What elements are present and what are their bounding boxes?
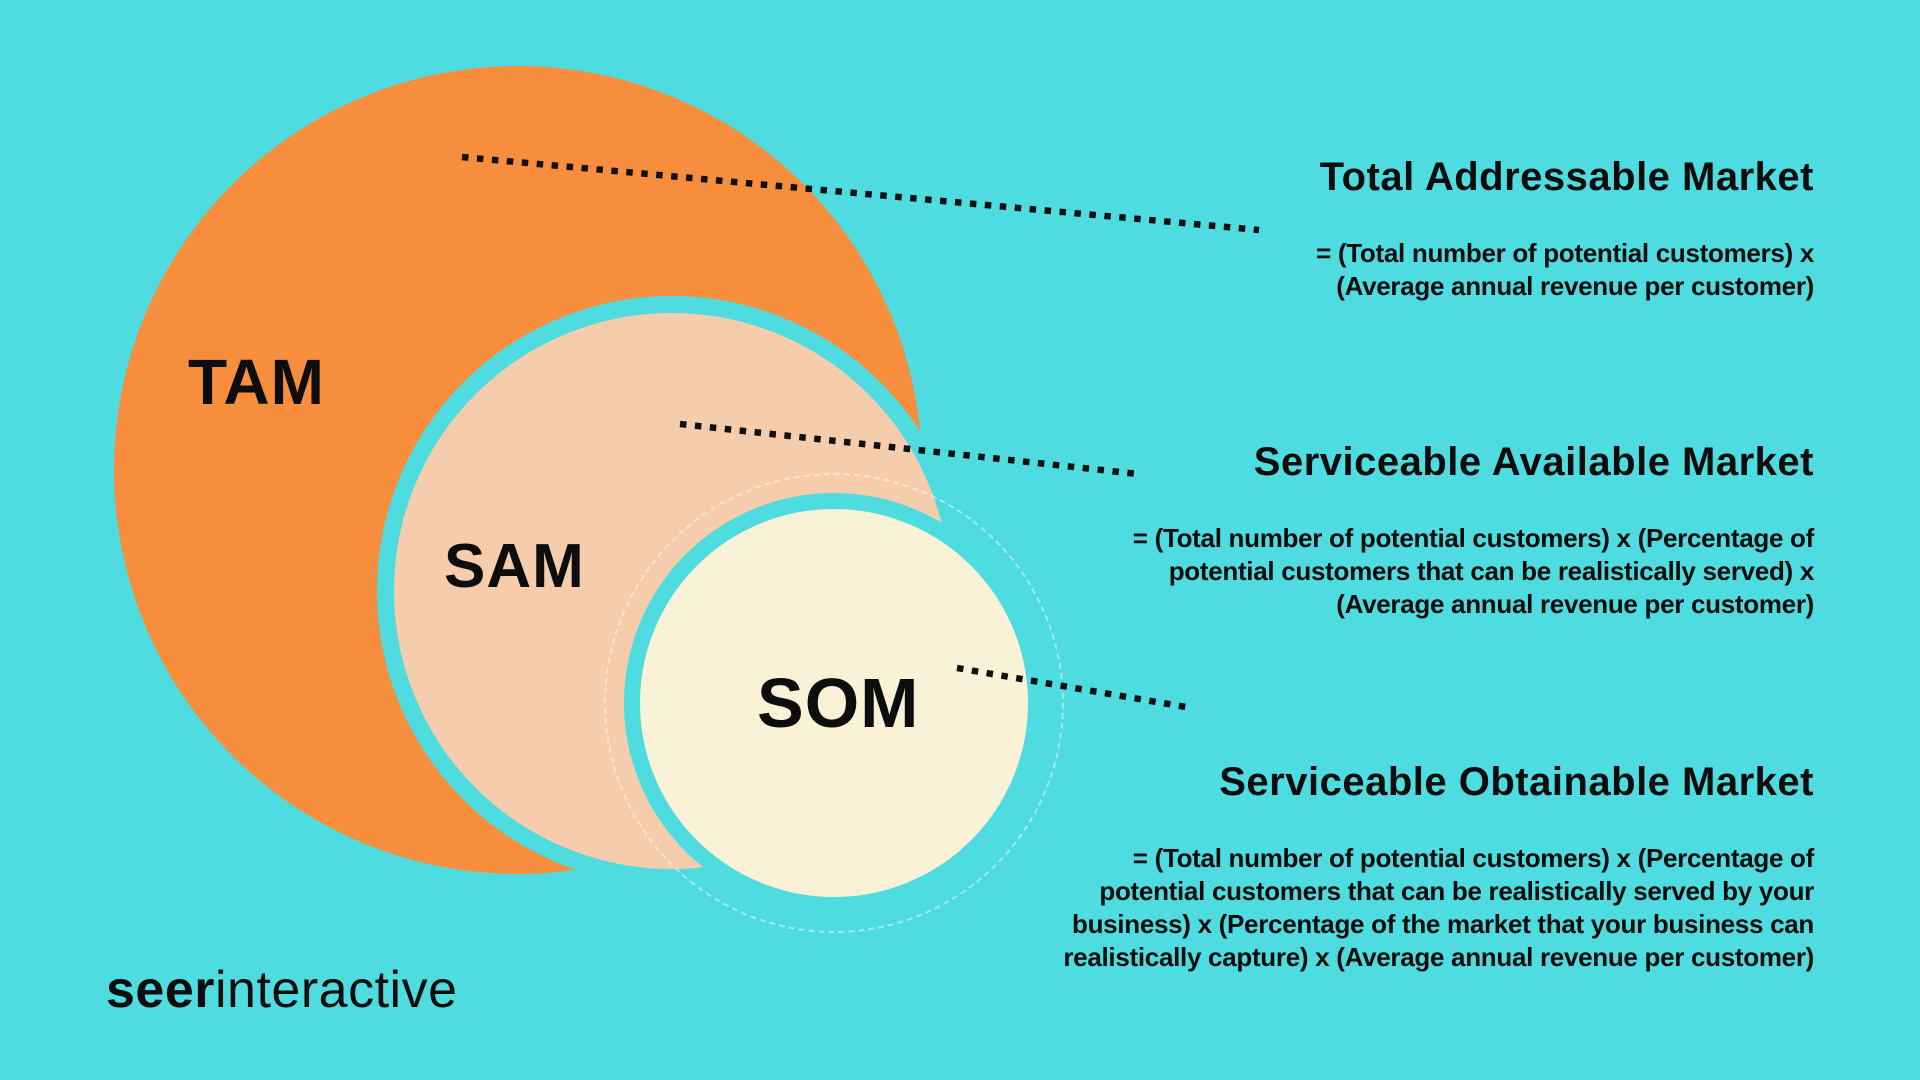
tam-definition-block: Total Addressable Market = (Total number… [954, 153, 1814, 303]
tam-definition-formula: = (Total number of potential customers) … [1316, 238, 1814, 301]
som-label: SOM [757, 664, 920, 742]
tam-label: TAM [188, 346, 325, 418]
tam-definition-heading: Total Addressable Market [1319, 155, 1814, 199]
sam-definition-formula: = (Total number of potential customers) … [1132, 523, 1815, 619]
som-definition-formula: = (Total number of potential customers) … [1063, 843, 1814, 972]
sam-label: SAM [444, 532, 585, 601]
logo-regular-part: interactive [215, 961, 458, 1019]
sam-definition-heading: Serviceable Available Market [1253, 440, 1814, 484]
sam-definition-block: Serviceable Available Market = (Total nu… [954, 438, 1815, 621]
som-definition-block: Serviceable Obtainable Market = (Total n… [954, 758, 1814, 974]
som-definition-heading: Serviceable Obtainable Market [1219, 760, 1814, 804]
logo-bold-part: seer [106, 961, 215, 1019]
seer-interactive-logo: seerinteractive [106, 961, 458, 1019]
